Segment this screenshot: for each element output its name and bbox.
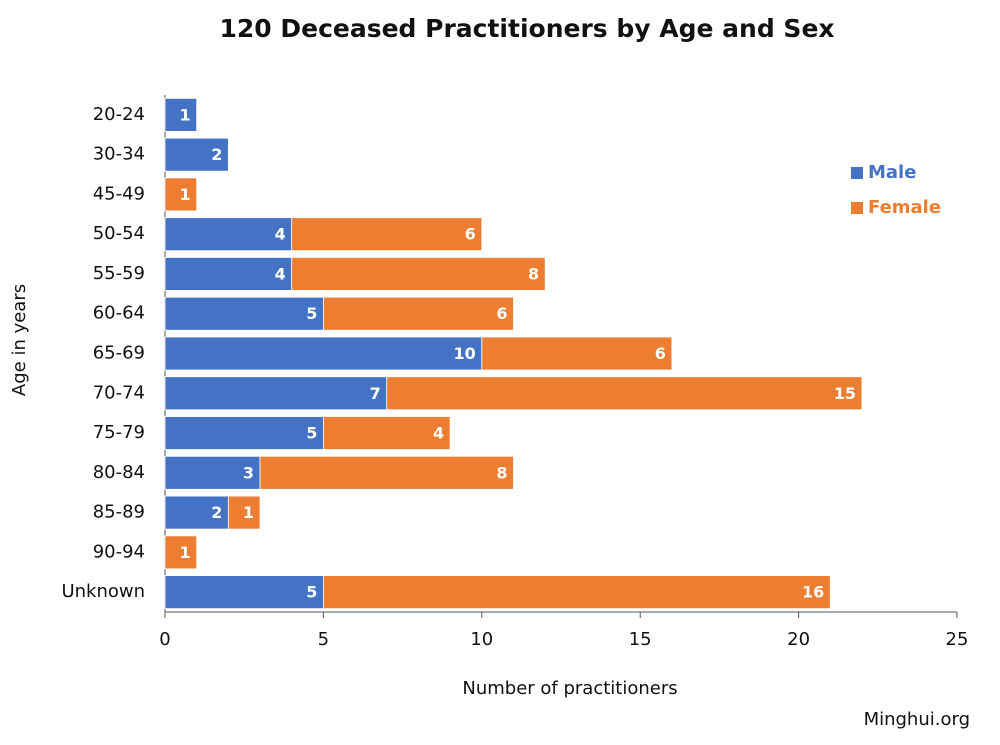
value-label: 2 [211,145,222,164]
legend-swatch [851,167,863,179]
bar [227,495,261,530]
bar [322,296,514,331]
x-tick-label: 15 [629,629,652,650]
bar [291,257,546,291]
value-label: 1 [180,543,191,562]
bar [164,217,293,252]
value-label: 7 [370,384,381,403]
x-tick-label: 25 [946,629,969,650]
y-tick-label: 45-49 [93,183,145,204]
value-label: 6 [655,344,666,363]
value-label: 6 [465,225,476,244]
value-label: 15 [834,384,856,403]
value-label: 5 [306,424,317,443]
bar [386,376,863,411]
x-axis-label: Number of practitioners [462,678,677,699]
value-label: 1 [180,105,191,124]
bar [481,336,673,371]
y-tick-label: 85-89 [93,502,145,523]
y-axis-label: Age in years [9,284,30,396]
value-label: 16 [802,583,824,602]
legend-label: Male [868,162,916,183]
source: Minghui.org [864,709,970,730]
y-tick-label: 60-64 [93,303,145,324]
y-tick-label: 80-84 [93,462,145,483]
value-label: 2 [211,503,222,522]
y-tick-label: 30-34 [93,144,145,165]
value-label: 1 [243,503,254,522]
bar [322,575,831,610]
bar [164,575,324,610]
y-tick-label: 70-74 [93,382,145,403]
x-tick-label: 0 [159,629,170,650]
value-label: 5 [306,583,317,602]
x-tick-label: 20 [787,629,810,650]
bar [164,416,324,450]
legend-label: Female [868,197,941,218]
value-label: 4 [275,225,286,244]
value-label: 1 [180,185,191,204]
bar [259,455,514,490]
y-tick-label: 65-69 [93,343,145,364]
value-label: 8 [496,463,507,482]
y-tick-label: Unknown [61,581,145,602]
y-tick-label: 75-79 [93,422,145,443]
x-tick-label: 5 [318,629,329,650]
bar [164,97,198,132]
x-tick-label: 10 [470,629,493,650]
bar [164,257,293,291]
bar [164,296,324,331]
legend-swatch [851,202,863,214]
value-label: 5 [306,304,317,323]
bar [164,376,388,411]
value-label: 4 [275,264,286,283]
value-label: 10 [454,344,476,363]
chart-title: 120 Deceased Practitioners by Age and Se… [219,14,834,43]
bar [164,535,198,570]
y-tick-label: 20-24 [93,104,145,125]
bar [164,137,229,172]
bar [291,217,483,252]
y-tick-label: 50-54 [93,223,145,244]
y-tick-label: 90-94 [93,541,145,562]
value-label: 3 [243,463,254,482]
y-tick-label: 55-59 [93,263,145,284]
value-label: 8 [528,264,539,283]
bar [322,416,451,450]
value-label: 4 [433,424,444,443]
bar [164,177,198,212]
bar [164,336,483,371]
value-label: 6 [496,304,507,323]
